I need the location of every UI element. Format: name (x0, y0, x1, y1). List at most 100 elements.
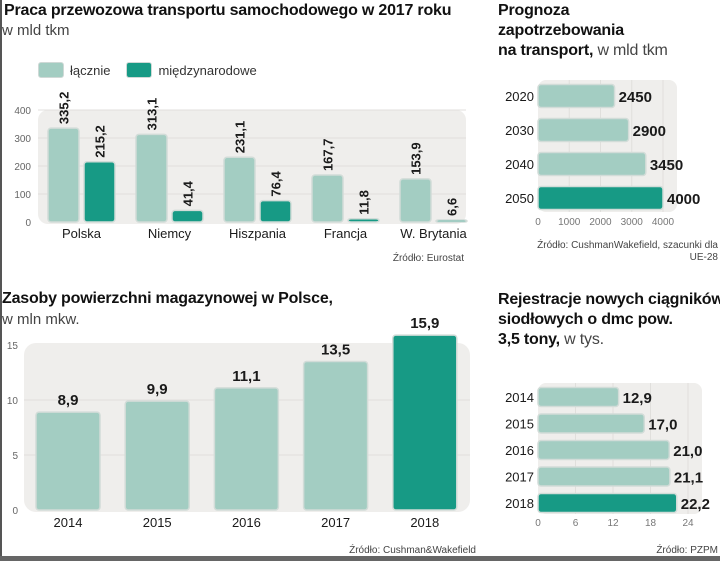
tractors-data-label: 17,0 (648, 417, 677, 434)
tractors-bar (537, 492, 678, 514)
forecast-bar (537, 185, 664, 211)
tractors-source: Źródło: PZPM (656, 545, 718, 556)
tractors-title-line-1: Rejestracje nowych ciągników (498, 291, 720, 308)
frame-left-border (0, 0, 2, 556)
forecast-xtick-label: 3000 (621, 217, 644, 228)
forecast-bar (537, 117, 630, 143)
forecast-data-label: 2450 (619, 89, 652, 106)
forecast-title-line-3: na transport, (498, 42, 594, 59)
freight-bar-total (47, 127, 80, 223)
tractors-xtick-label: 6 (573, 518, 579, 529)
tractors-title-unit: w tys. (564, 331, 604, 348)
warehouse-ytick-label: 5 (12, 451, 18, 462)
freight-data-label: 167,7 (321, 138, 336, 171)
tractors-category-label: 2018 (505, 496, 534, 511)
forecast-data-label: 3450 (650, 157, 683, 174)
forecast-xtick-label: 1000 (558, 217, 581, 228)
warehouse-bar (213, 387, 280, 511)
tractors-category-label: 2017 (505, 470, 534, 485)
freight-data-label: 335,2 (57, 92, 72, 125)
freight-data-label: 41,4 (181, 180, 196, 206)
warehouse-chart-subtitle: w mln mkw. (2, 311, 80, 328)
freight-bar-international (83, 160, 116, 223)
tractors-data-label: 21,1 (674, 470, 703, 487)
warehouse-data-label: 11,1 (232, 368, 260, 385)
warehouse-category-label: 2015 (143, 515, 172, 530)
tractors-data-label: 21,0 (673, 443, 702, 460)
warehouse-bar (392, 334, 458, 511)
warehouse-bar (35, 411, 101, 511)
forecast-category-label: 2020 (505, 89, 534, 104)
warehouse-bar (302, 360, 369, 511)
frame-bottom-border (0, 556, 720, 561)
freight-category-label: Polska (62, 226, 102, 241)
tractors-category-label: 2016 (505, 443, 534, 458)
tractors-category-label: 2015 (505, 417, 534, 432)
freight-source: Źródło: Eurostat (392, 253, 464, 264)
warehouse-ytick-label: 10 (7, 396, 19, 407)
freight-ytick-label: 400 (14, 106, 31, 117)
forecast-xtick-label: 2000 (589, 217, 612, 228)
forecast-xtick-label: 4000 (652, 217, 675, 228)
freight-data-label: 76,4 (269, 171, 284, 197)
forecast-data-label: 2900 (633, 123, 666, 140)
freight-bar-international (171, 209, 204, 223)
tractors-category-label: 2014 (505, 390, 534, 405)
forecast-bar (537, 83, 616, 109)
warehouse-source: Źródło: Cushman&Wakefield (349, 545, 476, 556)
freight-category-label: Hiszpania (229, 226, 287, 241)
warehouse-category-label: 2014 (54, 515, 83, 530)
tractors-bar (537, 413, 645, 434)
freight-bar-international (259, 199, 292, 223)
freight-category-label: Niemcy (148, 226, 192, 241)
warehouse-category-label: 2016 (232, 515, 261, 530)
forecast-plot-area (538, 80, 677, 212)
freight-bar-total (399, 178, 432, 223)
warehouse-bar (124, 400, 190, 511)
warehouse-category-label: 2017 (321, 515, 350, 530)
forecast-chart-title: Prognoza zapotrzebowania na transport, w… (498, 1, 668, 61)
forecast-title-unit: w mld tkm (597, 42, 668, 59)
forecast-source: Źródło: CushmanWakefield, szacunki dla U… (537, 240, 718, 264)
freight-bar-international (347, 217, 380, 223)
tractors-bar (537, 439, 670, 461)
tractors-data-label: 12,9 (623, 390, 652, 407)
freight-ytick-label: 100 (14, 190, 31, 201)
freight-legend: łącznie międzynarodowe (38, 62, 273, 78)
freight-bar-total (135, 133, 168, 223)
forecast-source-line-2: UE-28 (689, 252, 718, 263)
freight-bar-total (223, 156, 256, 223)
legend-label-total: łącznie (70, 62, 111, 78)
legend-label-international: międzynarodowe (158, 62, 257, 78)
warehouse-data-label: 8,9 (58, 392, 79, 409)
forecast-bar (537, 151, 647, 177)
freight-category-label: Francja (324, 226, 368, 241)
tractors-title-line-3: 3,5 tony, (498, 331, 560, 348)
freight-data-label: 153,9 (409, 142, 424, 175)
forecast-category-label: 2040 (505, 157, 534, 172)
legend-item-total: łącznie (38, 62, 110, 78)
legend-swatch-international (126, 62, 153, 78)
freight-data-label: 6,6 (445, 198, 460, 216)
freight-ytick-label: 200 (14, 162, 31, 173)
forecast-title-line-1: Prognoza (498, 2, 570, 19)
tractors-xtick-label: 24 (682, 518, 694, 529)
freight-data-label: 11,8 (357, 190, 372, 215)
legend-item-international: międzynarodowe (126, 62, 257, 78)
warehouse-ytick-label: 15 (7, 341, 19, 352)
freight-chart-subtitle: w mld tkm (2, 22, 70, 39)
tractors-xtick-label: 12 (607, 518, 619, 529)
warehouse-ytick-label: 0 (12, 506, 18, 517)
forecast-title-line-2: zapotrzebowania (498, 22, 624, 39)
warehouse-data-label: 9,9 (147, 381, 168, 398)
freight-bar-international (435, 219, 468, 223)
freight-chart-title: Praca przewozowa transportu samochodoweg… (4, 2, 452, 19)
freight-ytick-label: 0 (25, 218, 31, 229)
freight-data-label: 313,1 (145, 98, 160, 131)
forecast-xtick-label: 0 (535, 217, 541, 228)
freight-ytick-label: 300 (14, 134, 31, 145)
freight-bar-total (311, 174, 344, 223)
tractors-chart-title: Rejestracje nowych ciągników siodłowych … (498, 290, 720, 350)
tractors-xtick-label: 0 (535, 518, 541, 529)
